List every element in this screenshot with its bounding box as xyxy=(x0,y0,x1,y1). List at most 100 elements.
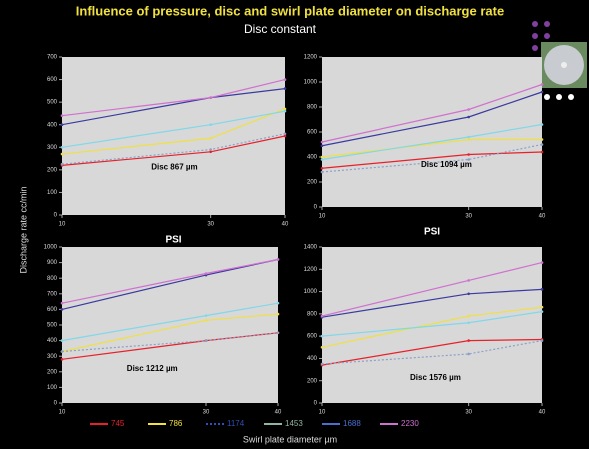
point xyxy=(277,313,280,316)
y-tick-label: 400 xyxy=(307,155,318,161)
plot-area xyxy=(322,57,542,207)
point xyxy=(467,339,470,342)
point xyxy=(467,353,470,356)
point xyxy=(205,314,208,317)
point xyxy=(467,321,470,324)
x-tick-label: 30 xyxy=(465,410,472,416)
point xyxy=(321,346,324,349)
point xyxy=(61,358,64,361)
legend-label: 1174 xyxy=(227,419,245,428)
x-tick-label: 10 xyxy=(319,214,326,220)
point xyxy=(209,137,212,140)
point xyxy=(61,302,64,305)
y-tick-label: 800 xyxy=(47,276,58,282)
point xyxy=(541,123,544,126)
y-tick-label: 100 xyxy=(47,385,58,391)
point xyxy=(541,288,544,291)
point xyxy=(205,272,208,275)
point xyxy=(321,141,324,144)
y-tick-label: 700 xyxy=(47,55,58,61)
point xyxy=(467,136,470,139)
y-tick-label: 1400 xyxy=(304,245,318,251)
annotation: Disc 1094 µm xyxy=(421,160,472,169)
x-tick-label: 10 xyxy=(59,222,66,228)
point xyxy=(61,146,64,149)
x-tick-label: 10 xyxy=(59,410,66,416)
y-tick-label: 300 xyxy=(47,145,58,151)
y-tick-label: 600 xyxy=(47,307,58,313)
y-tick-label: 800 xyxy=(307,311,318,317)
point xyxy=(284,132,287,135)
y-tick-label: 400 xyxy=(47,122,58,128)
y-tick-label: 200 xyxy=(307,180,318,186)
legend-label: 745 xyxy=(111,419,125,428)
x-unit-label: PSI xyxy=(165,235,181,246)
point xyxy=(284,78,287,81)
y-tick-label: 200 xyxy=(47,167,58,173)
y-tick-label: 600 xyxy=(307,130,318,136)
point xyxy=(467,153,470,156)
point xyxy=(467,138,470,141)
y-tick-label: 800 xyxy=(307,105,318,111)
point xyxy=(541,138,544,141)
point xyxy=(541,83,544,86)
legend-label: 1688 xyxy=(343,419,361,428)
legend-label: 1453 xyxy=(285,419,303,428)
y-tick-label: 1000 xyxy=(44,245,58,251)
y-tick-label: 500 xyxy=(47,323,58,329)
annotation: Disc 1212 µm xyxy=(127,364,178,373)
y-tick-label: 900 xyxy=(47,260,58,266)
point xyxy=(209,151,212,154)
point xyxy=(541,143,544,146)
point xyxy=(277,332,280,335)
point xyxy=(284,110,287,113)
point xyxy=(467,116,470,119)
point xyxy=(209,148,212,151)
point xyxy=(277,258,280,261)
y-tick-label: 300 xyxy=(47,354,58,360)
x-tick-label: 40 xyxy=(539,214,546,220)
annotation: Disc 1576 µm xyxy=(410,373,461,382)
x-tick-label: 40 xyxy=(539,410,546,416)
point xyxy=(541,306,544,309)
x-unit-label: PSI xyxy=(424,227,440,238)
point xyxy=(61,114,64,117)
x-tick-label: 30 xyxy=(203,410,210,416)
y-tick-label: 1000 xyxy=(304,80,318,86)
slide: Influence of pressure, disc and swirl pl… xyxy=(0,0,589,449)
y-tick-label: 600 xyxy=(47,77,58,83)
point xyxy=(209,96,212,99)
point xyxy=(61,163,64,166)
point xyxy=(467,315,470,318)
point xyxy=(284,135,287,138)
y-tick-label: 1000 xyxy=(304,289,318,295)
point xyxy=(541,339,544,342)
title: Influence of pressure, disc and swirl pl… xyxy=(76,3,504,18)
point xyxy=(284,108,287,111)
point xyxy=(321,144,324,147)
point xyxy=(277,302,280,305)
point xyxy=(541,91,544,94)
point xyxy=(205,319,208,322)
point xyxy=(321,171,324,174)
subtitle: Disc constant xyxy=(244,22,317,36)
x-tick-label: 40 xyxy=(282,222,289,228)
point xyxy=(321,335,324,338)
x-tick-label: 30 xyxy=(465,214,472,220)
point xyxy=(467,108,470,111)
point xyxy=(61,308,64,311)
point xyxy=(61,339,64,342)
x-tick-label: 40 xyxy=(275,410,282,416)
y-tick-label: 600 xyxy=(307,334,318,340)
point xyxy=(541,261,544,264)
point xyxy=(209,123,212,126)
y-tick-label: 100 xyxy=(47,190,58,196)
plot-area xyxy=(62,57,285,215)
annotation: Disc 867 µm xyxy=(151,163,197,172)
y-tick-label: 400 xyxy=(47,338,58,344)
y-axis-label: Discharge rate cc/min xyxy=(18,186,28,273)
point xyxy=(321,363,324,366)
y-tick-label: 1200 xyxy=(304,267,318,273)
y-tick-label: 200 xyxy=(47,369,58,375)
y-tick-label: 500 xyxy=(47,100,58,106)
